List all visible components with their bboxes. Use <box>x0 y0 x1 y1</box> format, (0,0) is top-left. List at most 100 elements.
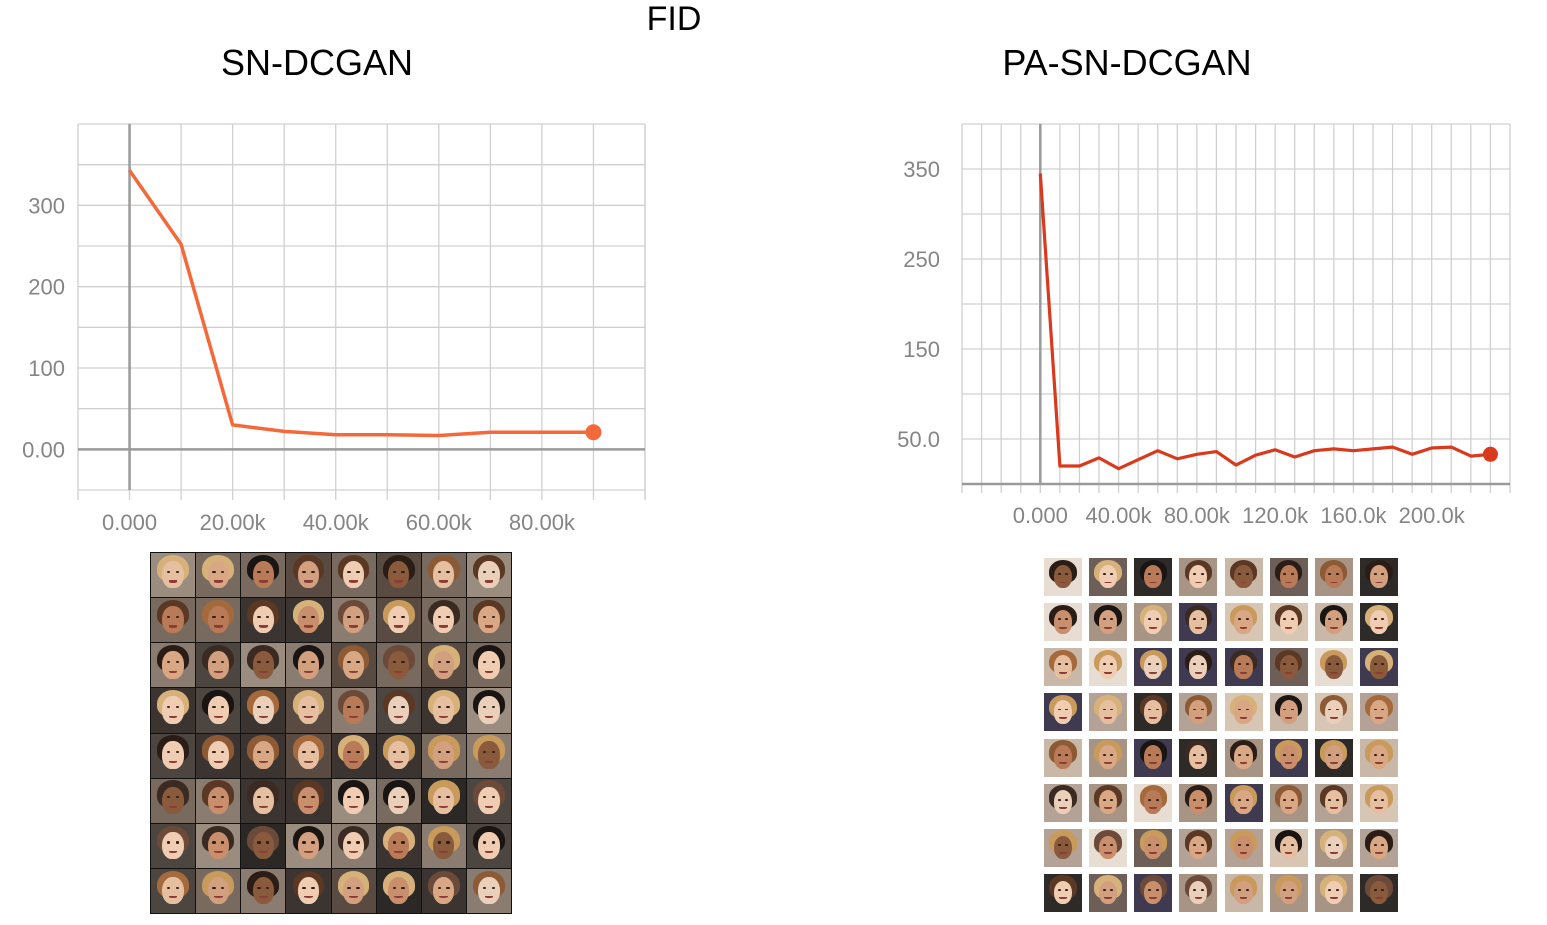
sample-face-image <box>1134 648 1173 687</box>
sample-face-image <box>151 598 196 643</box>
sample-face-image <box>196 778 241 823</box>
sample-face-image <box>1269 828 1308 867</box>
sample-face-image <box>241 598 286 643</box>
sample-face-image <box>421 823 466 868</box>
sample-face-image <box>1269 648 1308 687</box>
sample-face-image <box>1044 828 1082 867</box>
sample-face-image <box>421 733 466 778</box>
sample-face-image <box>1179 828 1218 867</box>
generated-samples-sn-dcgan <box>150 552 512 914</box>
sample-face-image <box>1314 873 1353 912</box>
sample-face-image <box>1089 828 1128 867</box>
sample-face-image <box>1179 648 1218 687</box>
sample-face-image <box>196 553 241 598</box>
sample-face-image <box>331 598 376 643</box>
sample-face-image <box>421 553 466 598</box>
sample-face-image <box>1314 603 1353 642</box>
sample-face-image <box>1179 873 1218 912</box>
sample-face-image <box>1224 873 1263 912</box>
sample-face-image <box>1134 603 1173 642</box>
sample-face-image <box>331 823 376 868</box>
sample-face-image <box>1269 603 1308 642</box>
chart-title-sn-dcgan: SN-DCGAN <box>220 42 413 83</box>
series-line <box>128 169 594 438</box>
x-tick-label: 160.0k <box>1320 503 1387 528</box>
sample-face-image <box>1314 783 1353 822</box>
sample-face-image <box>1044 558 1082 596</box>
fid-chart-sn-dcgan: 0.00 100 200 300 0.000 20.00k 40.00k 60.00k 80.0… <box>22 123 646 535</box>
sample-face-image <box>1269 693 1308 732</box>
sample-face-image <box>1314 738 1353 777</box>
sample-face-image <box>421 643 466 688</box>
sample-face-image <box>1269 738 1308 777</box>
sample-face-image <box>286 553 331 598</box>
last-point-marker <box>1482 446 1498 462</box>
sample-face-image <box>1089 558 1128 596</box>
sample-face-image <box>1224 738 1263 777</box>
sample-face-image <box>1089 693 1128 732</box>
y-tick-label: 200 <box>28 275 65 300</box>
fid-chart-pa-sn-dcgan: 50.0 150 250 350 0.000 40.00k 80.00k 120.0k 160.… <box>897 123 1511 528</box>
sample-face-image <box>151 823 196 868</box>
sample-face-image <box>466 868 511 913</box>
sample-face-image <box>241 688 286 733</box>
grid <box>77 123 646 500</box>
sample-face-image <box>466 688 511 733</box>
sample-face-image <box>1179 738 1218 777</box>
sample-face-image <box>421 868 466 913</box>
sample-face-image <box>1359 693 1398 732</box>
sample-face-image <box>241 553 286 598</box>
series-line <box>1038 173 1491 471</box>
sample-face-image <box>286 778 331 823</box>
sample-face-image <box>241 823 286 868</box>
x-tick-label: 80.00k <box>509 510 576 535</box>
sample-face-image <box>1134 693 1173 732</box>
sample-face-image <box>331 778 376 823</box>
x-tick-label: 80.00k <box>1164 503 1231 528</box>
sample-face-image <box>1089 783 1128 822</box>
x-tick-label: 0.000 <box>102 510 157 535</box>
sample-face-image <box>151 553 196 598</box>
sample-face-image <box>1044 873 1082 912</box>
sample-face-image <box>1044 738 1082 777</box>
sample-face-image <box>1089 738 1128 777</box>
sample-face-image <box>1089 648 1128 687</box>
sample-face-image <box>241 868 286 913</box>
sample-face-image <box>376 643 421 688</box>
sample-face-image <box>1134 828 1173 867</box>
sample-face-image <box>1359 828 1398 867</box>
sample-face-image <box>376 778 421 823</box>
sample-face-image <box>1134 873 1173 912</box>
grid <box>961 123 1511 493</box>
y-tick-label: 250 <box>903 247 940 272</box>
sample-face-image <box>1044 693 1082 732</box>
x-tick-label: 40.00k <box>303 510 370 535</box>
sample-face-image <box>1314 693 1353 732</box>
sample-face-image <box>1044 603 1082 642</box>
sample-face-image <box>1314 828 1353 867</box>
sample-face-image <box>1359 783 1398 822</box>
sample-face-image <box>151 733 196 778</box>
sample-face-image <box>1179 693 1218 732</box>
sample-face-image <box>1134 558 1173 596</box>
last-point-marker <box>585 424 602 441</box>
y-tick-label: 0.00 <box>22 437 65 462</box>
sample-face-image <box>331 688 376 733</box>
sample-face-image <box>466 778 511 823</box>
sample-face-image <box>1224 783 1263 822</box>
sample-face-image <box>1224 828 1263 867</box>
sample-face-image <box>241 643 286 688</box>
sample-face-image <box>241 778 286 823</box>
sample-face-image <box>331 868 376 913</box>
sample-face-image <box>1359 603 1398 642</box>
sample-face-image <box>1224 693 1263 732</box>
sample-face-image <box>1314 558 1353 596</box>
sample-face-image <box>196 868 241 913</box>
sample-face-image <box>421 598 466 643</box>
sample-face-image <box>376 688 421 733</box>
x-tick-label: 200.0k <box>1399 503 1466 528</box>
x-tick-label: 0.000 <box>1013 503 1068 528</box>
x-tick-label: 120.0k <box>1242 503 1309 528</box>
sample-face-image <box>151 868 196 913</box>
sample-face-image <box>331 733 376 778</box>
